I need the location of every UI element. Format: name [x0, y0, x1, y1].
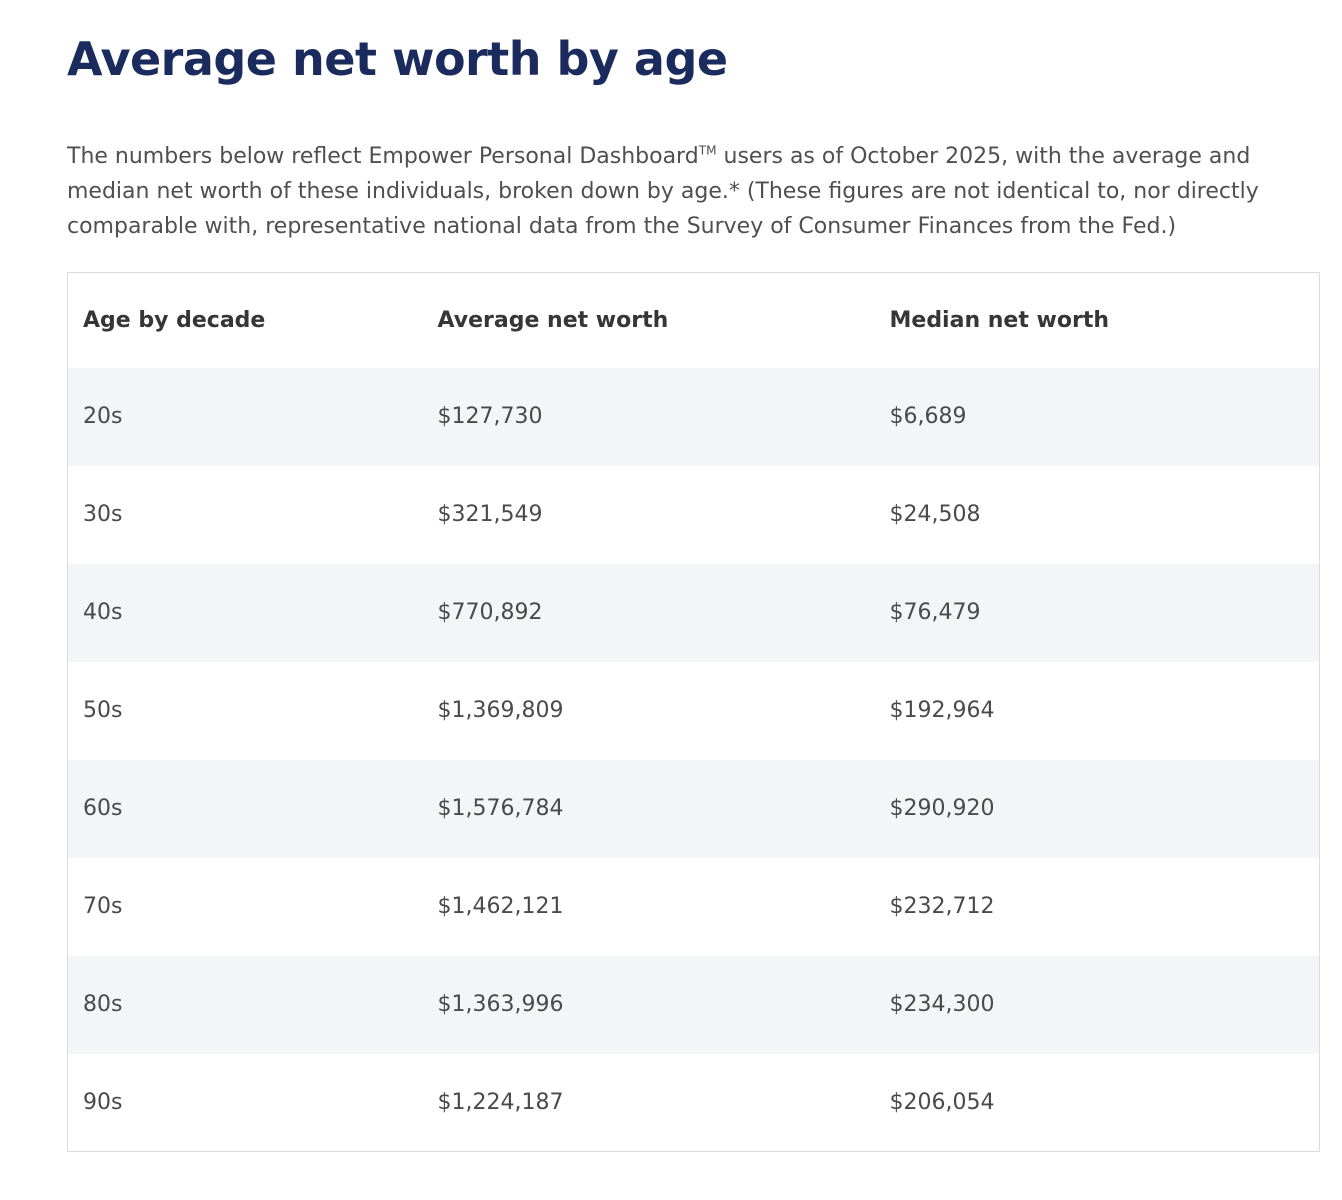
intro-text-before-tm: The numbers below reflect Empower Person…	[67, 144, 699, 170]
table-row: 40s $770,892 $76,479	[67, 563, 1320, 662]
age-cell: 50s	[67, 661, 423, 760]
article-content: Average net worth by age The numbers bel…	[67, 32, 1326, 1153]
median-net-worth-cell: $206,054	[874, 1053, 1320, 1152]
column-header-median-net-worth: Median net worth	[874, 272, 1320, 368]
table-row: 70s $1,462,121 $232,712	[67, 857, 1320, 956]
median-net-worth-cell: $232,712	[874, 857, 1320, 956]
median-net-worth-cell: $6,689	[874, 367, 1320, 466]
age-cell: 70s	[67, 857, 423, 956]
column-header-age-by-decade: Age by decade	[67, 272, 423, 368]
median-net-worth-cell: $76,479	[874, 563, 1320, 662]
age-cell: 80s	[67, 955, 423, 1054]
table-row: 20s $127,730 $6,689	[67, 367, 1320, 466]
table-row: 60s $1,576,784 $290,920	[67, 759, 1320, 858]
average-net-worth-cell: $1,576,784	[422, 759, 875, 858]
average-net-worth-cell: $1,369,809	[422, 661, 875, 760]
trademark-superscript: TM	[698, 143, 717, 158]
age-cell: 40s	[67, 563, 423, 662]
average-net-worth-cell: $770,892	[422, 563, 875, 662]
median-net-worth-cell: $290,920	[874, 759, 1320, 858]
table-header-row: Age by decade Average net worth Median n…	[67, 272, 1320, 368]
average-net-worth-cell: $127,730	[422, 367, 875, 466]
age-cell: 20s	[67, 367, 423, 466]
page-title: Average net worth by age	[67, 32, 728, 86]
intro-text-after-tm: users as of October 2025, with the avera…	[67, 144, 1259, 240]
average-net-worth-cell: $1,363,996	[422, 955, 875, 1054]
table-row: 50s $1,369,809 $192,964	[67, 661, 1320, 760]
intro-paragraph: The numbers below reflect Empower Person…	[67, 139, 1326, 244]
median-net-worth-cell: $24,508	[874, 465, 1320, 564]
age-cell: 90s	[67, 1053, 423, 1152]
average-net-worth-cell: $1,224,187	[422, 1053, 875, 1152]
table-row: 80s $1,363,996 $234,300	[67, 955, 1320, 1054]
average-net-worth-cell: $321,549	[422, 465, 875, 564]
median-net-worth-cell: $234,300	[874, 955, 1320, 1054]
net-worth-table: Age by decade Average net worth Median n…	[67, 272, 1320, 1153]
average-net-worth-cell: $1,462,121	[422, 857, 875, 956]
column-header-average-net-worth: Average net worth	[422, 272, 875, 368]
table-row: 30s $321,549 $24,508	[67, 465, 1320, 564]
table-row: 90s $1,224,187 $206,054	[67, 1053, 1320, 1152]
median-net-worth-cell: $192,964	[874, 661, 1320, 760]
age-cell: 30s	[67, 465, 423, 564]
age-cell: 60s	[67, 759, 423, 858]
